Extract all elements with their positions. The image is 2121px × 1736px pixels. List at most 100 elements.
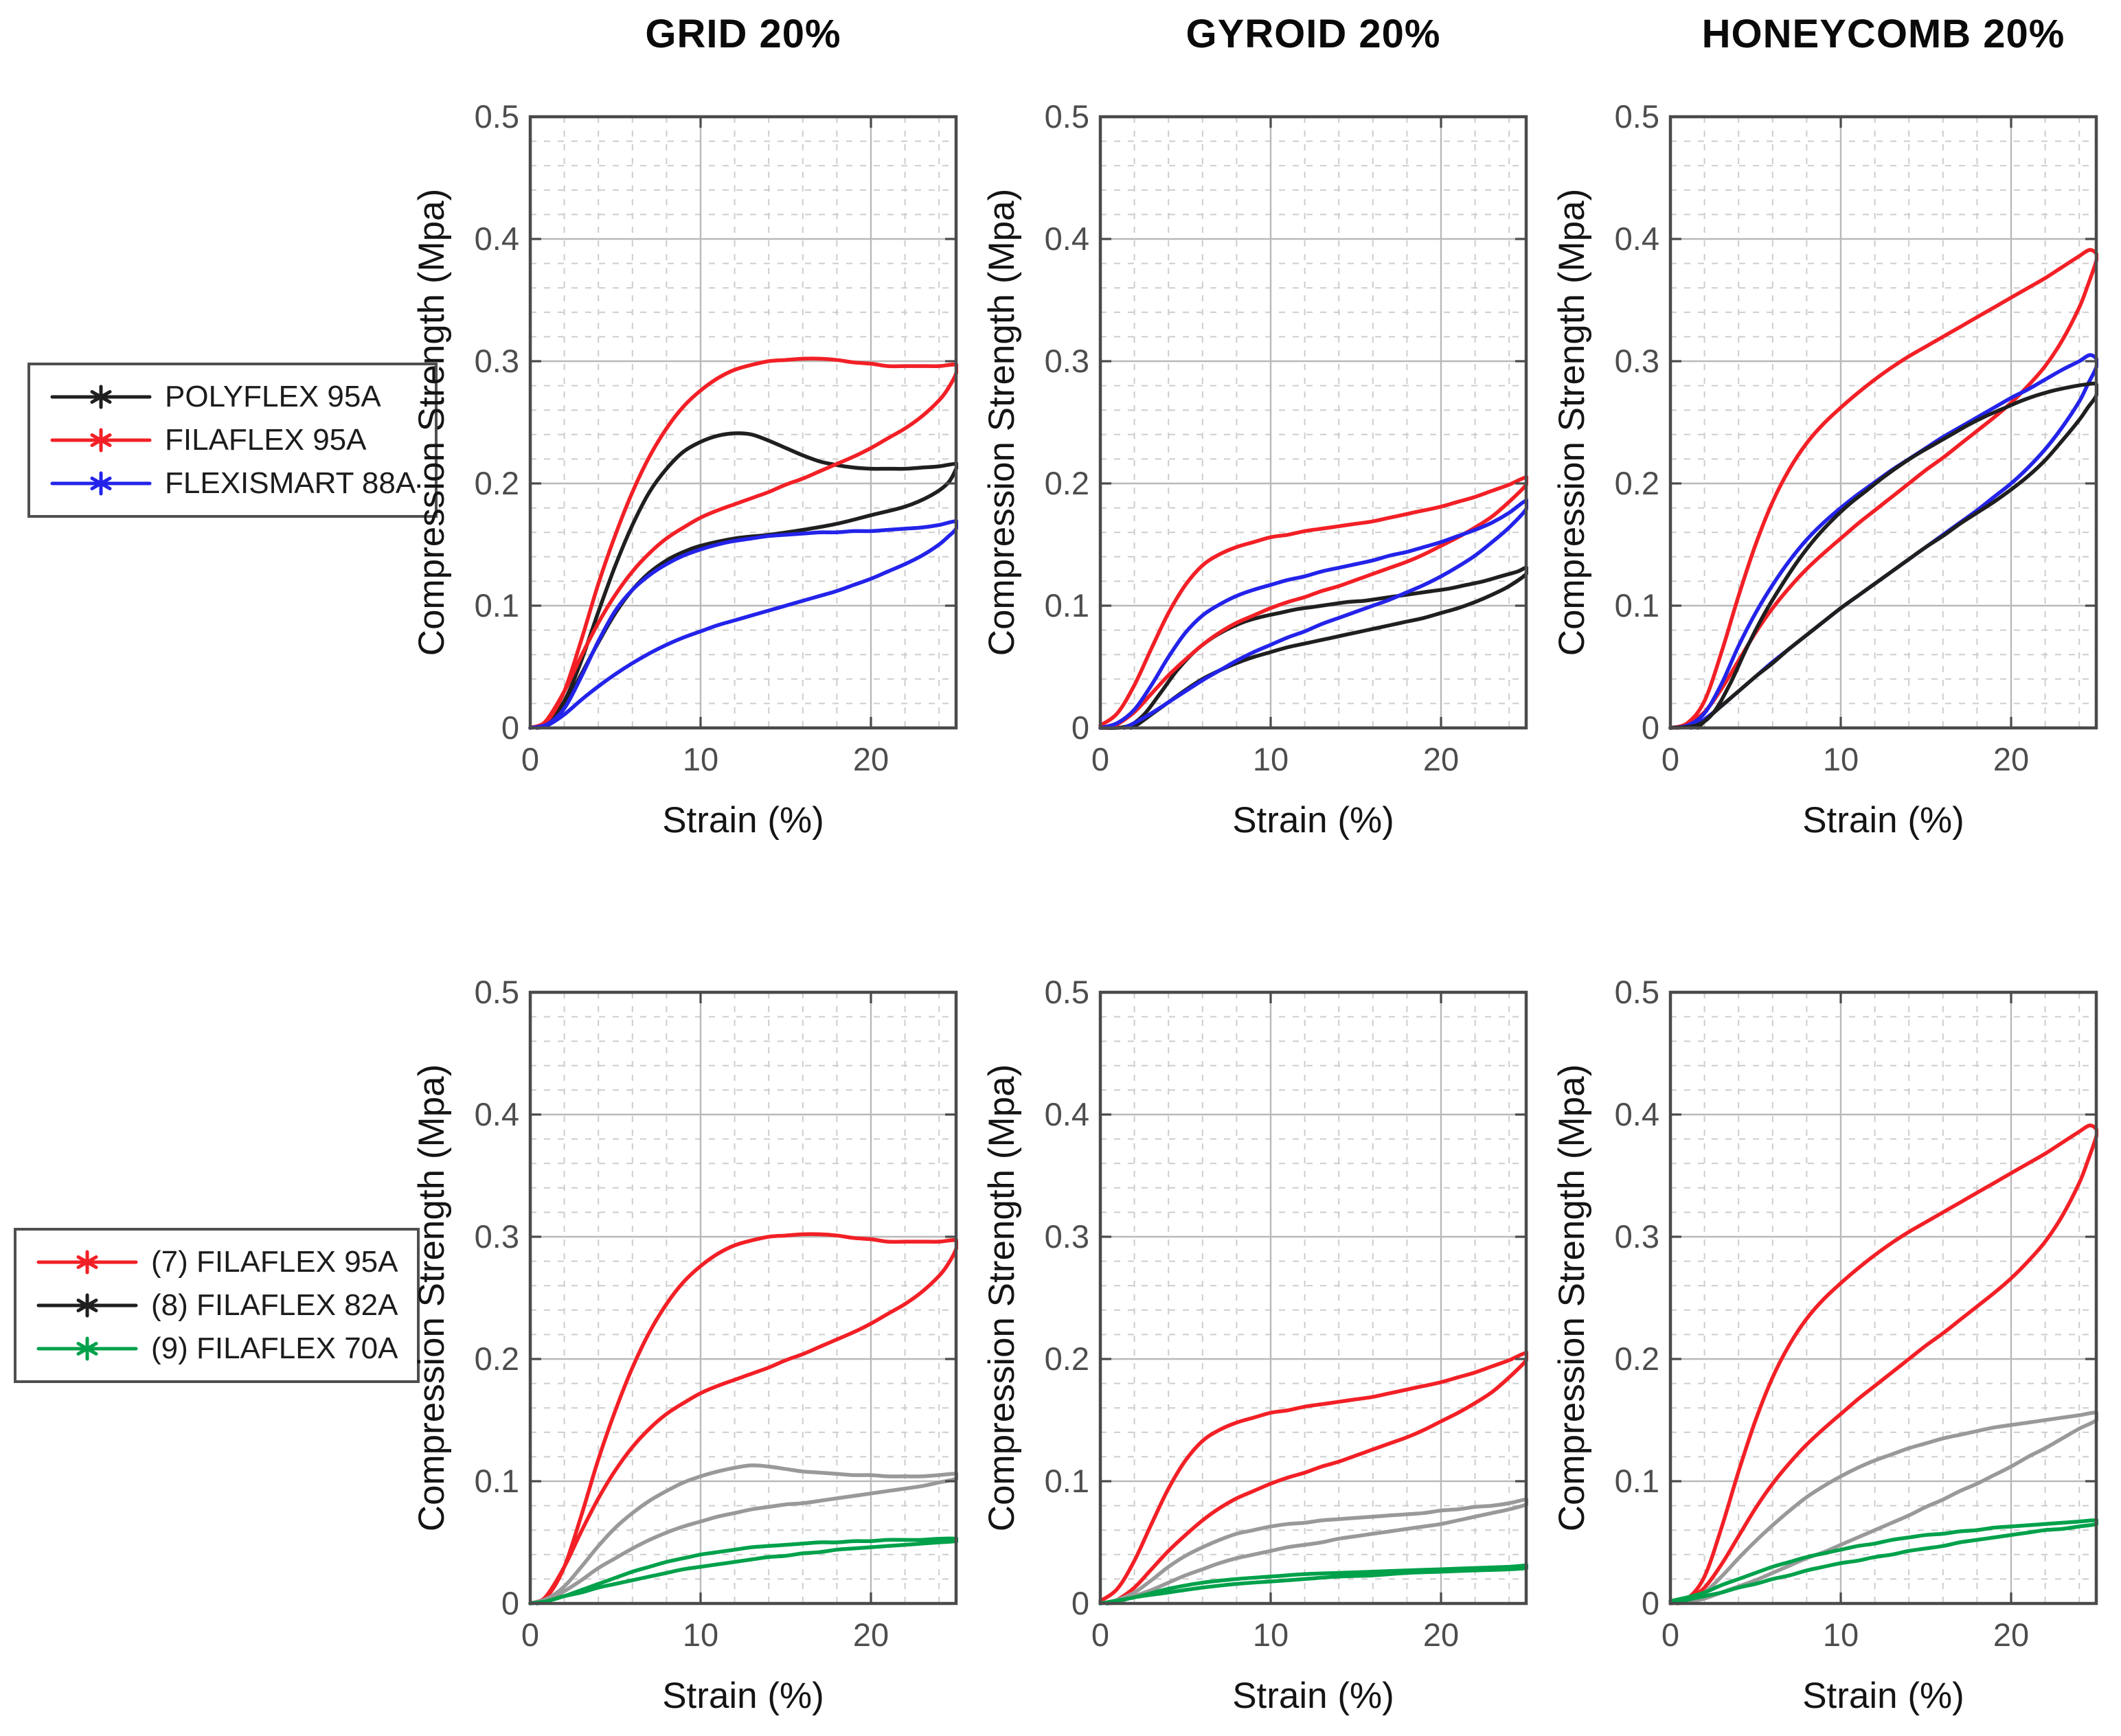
svg-text:0: 0: [1091, 1617, 1109, 1653]
svg-text:20: 20: [1423, 1617, 1459, 1653]
svg-text:10: 10: [1823, 1617, 1859, 1653]
svg-text:Compression Strength (Mpa): Compression Strength (Mpa): [982, 189, 1022, 656]
svg-text:Strain (%): Strain (%): [1802, 800, 1964, 841]
svg-text:0: 0: [1642, 709, 1659, 746]
svg-text:Compression Strength (Mpa): Compression Strength (Mpa): [1552, 189, 1592, 656]
svg-text:20: 20: [853, 741, 889, 777]
legend-column-bottom: (7) FILAFLEX 95A (8) FILAFLEX 82A: [0, 893, 420, 1736]
svg-text:0.4: 0.4: [1045, 1096, 1089, 1132]
svg-text:0.3: 0.3: [1045, 1218, 1089, 1255]
svg-text:Strain (%): Strain (%): [1232, 800, 1394, 841]
chart-gyroid-20-top: 0 10 20 0 0.1 0.2 0.3 0.4 0.5 Strain (%) Compressi…: [982, 0, 1552, 893]
legend-item-label: (7) FILAFLEX 95A: [151, 1245, 398, 1279]
svg-text:10: 10: [683, 741, 718, 777]
svg-text:0: 0: [1661, 741, 1679, 777]
svg-text:20: 20: [1993, 741, 2029, 777]
svg-text:0.4: 0.4: [475, 220, 519, 257]
legend-item-label: (9) FILAFLEX 70A: [151, 1331, 398, 1365]
svg-text:20: 20: [1993, 1617, 2029, 1653]
svg-text:0: 0: [1071, 1585, 1089, 1621]
svg-text:Compression Strength (Mpa): Compression Strength (Mpa): [412, 1064, 452, 1531]
asterisk-line-marker-icon: [50, 471, 152, 496]
svg-text:0: 0: [521, 1617, 539, 1653]
svg-text:0.3: 0.3: [1615, 1218, 1659, 1255]
chart-grid-20-bottom: 0 10 20 0 0.1 0.2 0.3 0.4 0.5 Strain (%) Compressi…: [412, 893, 982, 1736]
svg-text:0.4: 0.4: [1045, 220, 1089, 257]
legend-item: FILAFLEX 95A: [40, 420, 425, 461]
svg-text:0.1: 0.1: [475, 1463, 519, 1499]
chart-honeycomb-20-bottom: 0 10 20 0 0.1 0.2 0.3 0.4 0.5 Strain (%) Compressi…: [1552, 893, 2121, 1736]
svg-text:0.3: 0.3: [475, 343, 519, 379]
svg-text:0.2: 0.2: [1045, 1340, 1089, 1377]
svg-text:0: 0: [1091, 741, 1109, 777]
svg-text:10: 10: [1253, 741, 1289, 777]
chart-honeycomb-20-top: 0 10 20 0 0.1 0.2 0.3 0.4 0.5 Strain (%) Compressi…: [1552, 0, 2121, 893]
svg-text:Compression Strength (Mpa): Compression Strength (Mpa): [412, 189, 452, 656]
asterisk-line-marker-icon: [36, 1336, 138, 1361]
svg-text:10: 10: [1823, 741, 1859, 777]
svg-text:0.2: 0.2: [475, 465, 519, 501]
svg-text:0.4: 0.4: [475, 1096, 519, 1132]
svg-text:0: 0: [501, 709, 519, 746]
svg-text:0.5: 0.5: [1045, 98, 1089, 135]
asterisk-line-marker-icon: [36, 1250, 138, 1275]
svg-text:0.5: 0.5: [475, 98, 519, 135]
svg-text:0.4: 0.4: [1615, 1096, 1659, 1132]
legend-item: (9) FILAFLEX 70A: [26, 1328, 407, 1370]
legend-column-top: POLYFLEX 95A FILAFLEX 95A: [0, 0, 438, 893]
plot-grid-20-top: 0 10 20 0 0.1 0.2 0.3 0.4 0.5 Strain (%) Compressi…: [412, 98, 958, 841]
svg-text:0.1: 0.1: [1045, 1463, 1089, 1499]
svg-text:10: 10: [1253, 1617, 1289, 1653]
svg-text:0.3: 0.3: [1615, 343, 1659, 379]
asterisk-line-marker-icon: [50, 428, 152, 453]
svg-text:Strain (%): Strain (%): [662, 1676, 824, 1716]
plot-honeycomb-20-bottom: 0 10 20 0 0.1 0.2 0.3 0.4 0.5 Strain (%) Compressi…: [1552, 974, 2098, 1716]
svg-text:0: 0: [1071, 709, 1089, 746]
chart-grid-20-top: 0 10 20 0 0.1 0.2 0.3 0.4 0.5 Strain (%) Compressi…: [412, 0, 982, 893]
svg-text:0.2: 0.2: [1045, 465, 1089, 501]
legend-item: FLEXISMART 88A: [40, 463, 425, 505]
svg-text:0.5: 0.5: [1615, 974, 1659, 1010]
svg-text:10: 10: [683, 1617, 718, 1653]
legend-item: (8) FILAFLEX 82A: [26, 1285, 407, 1327]
svg-text:0.2: 0.2: [1615, 465, 1659, 501]
svg-text:0.2: 0.2: [475, 1340, 519, 1377]
svg-text:20: 20: [853, 1617, 889, 1653]
plot-gyroid-20-bottom: 0 10 20 0 0.1 0.2 0.3 0.4 0.5 Strain (%) Compressi…: [982, 974, 1528, 1716]
legend-item-label: POLYFLEX 95A: [165, 380, 381, 413]
svg-text:0.1: 0.1: [1045, 587, 1089, 624]
svg-text:0.2: 0.2: [1615, 1340, 1659, 1377]
svg-text:0.1: 0.1: [1615, 1463, 1659, 1499]
svg-text:0.3: 0.3: [475, 1218, 519, 1255]
svg-text:0: 0: [501, 1585, 519, 1621]
svg-text:0.1: 0.1: [475, 587, 519, 624]
svg-text:Strain (%): Strain (%): [1802, 1676, 1964, 1716]
svg-text:0.5: 0.5: [1045, 974, 1089, 1010]
plot-honeycomb-20-top: 0 10 20 0 0.1 0.2 0.3 0.4 0.5 Strain (%) Compressi…: [1552, 98, 2098, 841]
legend-item-label: FILAFLEX 95A: [165, 422, 367, 457]
legend-item: (7) FILAFLEX 95A: [26, 1242, 407, 1283]
svg-text:0: 0: [1642, 1585, 1659, 1621]
plot-gyroid-20-top: 0 10 20 0 0.1 0.2 0.3 0.4 0.5 Strain (%) Compressi…: [982, 98, 1528, 841]
legend-item-label: FLEXISMART 88A: [165, 466, 416, 500]
svg-text:Strain (%): Strain (%): [662, 800, 824, 841]
svg-text:0: 0: [521, 741, 539, 777]
chart-title: GRID 20%: [645, 12, 841, 56]
legend-item: POLYFLEX 95A: [40, 376, 425, 418]
plot-grid-20-bottom: 0 10 20 0 0.1 0.2 0.3 0.4 0.5 Strain (%) Compressi…: [412, 974, 958, 1716]
svg-text:0.1: 0.1: [1615, 587, 1659, 624]
svg-text:Strain (%): Strain (%): [1232, 1676, 1394, 1716]
svg-text:Compression Strength (Mpa): Compression Strength (Mpa): [982, 1064, 1022, 1531]
legend-bottom: (7) FILAFLEX 95A (8) FILAFLEX 82A: [14, 1228, 420, 1384]
chart-gyroid-20-bottom: 0 10 20 0 0.1 0.2 0.3 0.4 0.5 Strain (%) Compressi…: [982, 893, 1552, 1736]
svg-text:0.3: 0.3: [1045, 343, 1089, 379]
svg-text:0.4: 0.4: [1615, 220, 1659, 257]
chart-title: GYROID 20%: [1186, 12, 1441, 56]
asterisk-line-marker-icon: [36, 1293, 138, 1318]
chart-title: HONEYCOMB 20%: [1701, 12, 2065, 56]
legend-item-label: (8) FILAFLEX 82A: [151, 1288, 398, 1322]
svg-text:0.5: 0.5: [475, 974, 519, 1010]
svg-text:0.5: 0.5: [1615, 98, 1659, 135]
